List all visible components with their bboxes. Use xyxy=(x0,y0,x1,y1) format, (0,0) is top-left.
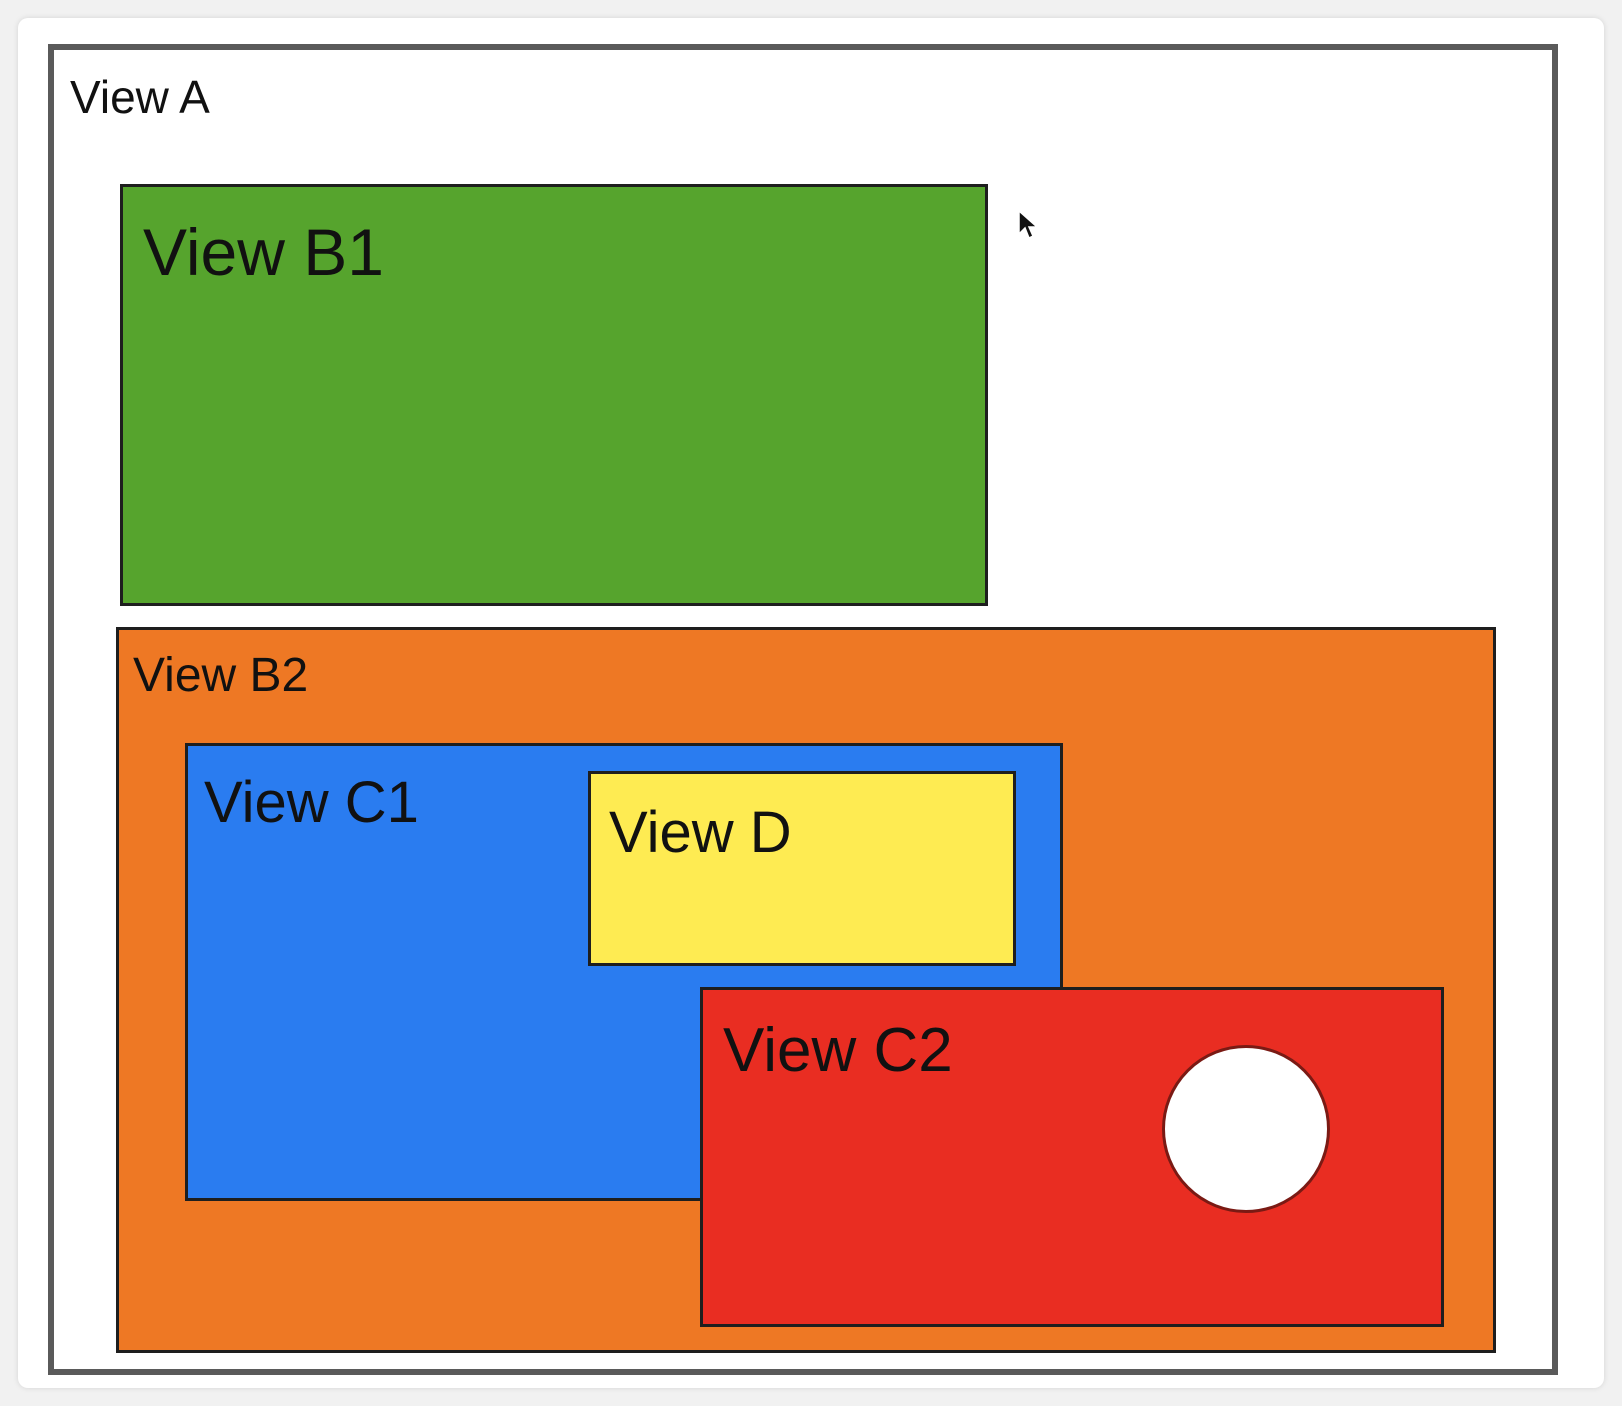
view-c1-label: View C1 xyxy=(204,770,419,835)
view-a-label: View A xyxy=(70,71,210,123)
view-d: View D xyxy=(588,771,1016,966)
view-c2-label: View C2 xyxy=(723,1016,953,1085)
mouse-pointer-icon xyxy=(1018,209,1040,247)
view-c2: View C2 xyxy=(700,987,1444,1327)
view-d-label: View D xyxy=(609,800,792,865)
view-b2: View B2 View C1 View D View C2 xyxy=(116,627,1496,1353)
view-c1: View C1 View D xyxy=(185,743,1063,1201)
view-b1-label: View B1 xyxy=(143,215,384,289)
view-b2-label: View B2 xyxy=(133,649,309,702)
white-circle xyxy=(1162,1045,1330,1213)
view-b1: View B1 xyxy=(120,184,988,606)
view-a: View A View B1 View B2 View C1 View D Vi… xyxy=(48,44,1558,1375)
